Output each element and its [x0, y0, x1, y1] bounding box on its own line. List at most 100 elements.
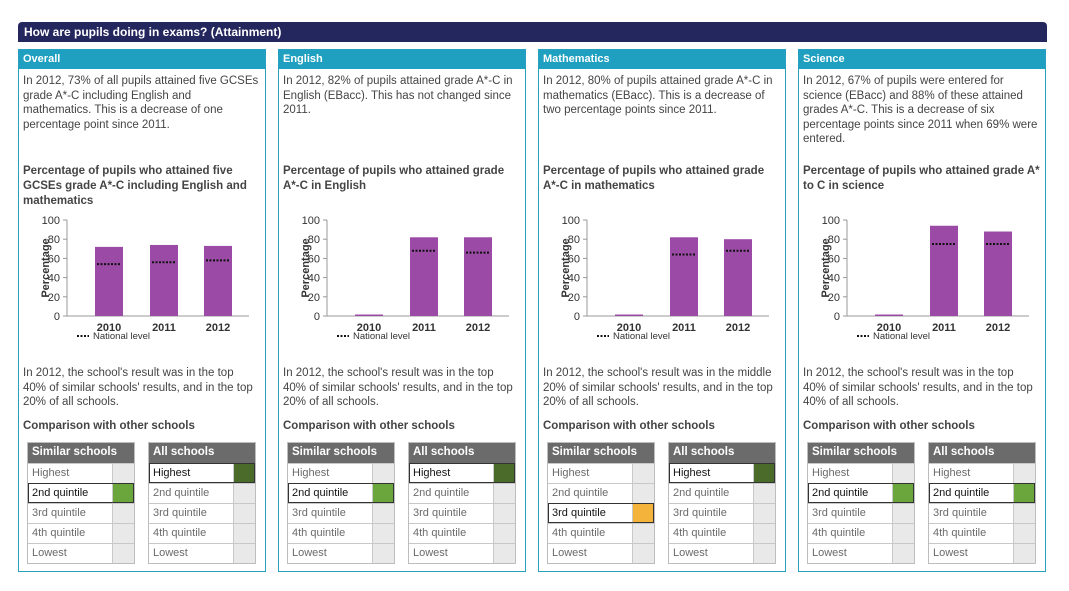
y-tick-label: 80	[828, 234, 840, 246]
quintile-row: Highest	[669, 463, 775, 483]
all-schools-table: All schools Highest 2nd quintile 3rd qui…	[928, 442, 1036, 564]
panel-summary: In 2012, 80% of pupils attained grade A*…	[543, 75, 773, 116]
panel-summary: In 2012, 73% of all pupils attained five…	[23, 75, 259, 131]
quintile-label: 3rd quintile	[812, 507, 866, 519]
chart-title: Percentage of pupils who attained grade …	[543, 165, 765, 192]
quintile-label: Lowest	[413, 547, 448, 559]
bar-2012	[984, 231, 1012, 316]
quintile-label: 2nd quintile	[673, 487, 730, 499]
quintile-row: 3rd quintile	[548, 503, 654, 523]
quintile-label: Highest	[292, 467, 330, 479]
quintile-label: Highest	[32, 467, 70, 479]
table-header: Similar schools	[548, 443, 654, 463]
quintile-label: 3rd quintile	[292, 507, 346, 519]
quintile-row: 4th quintile	[929, 523, 1035, 543]
section-header: How are pupils doing in exams? (Attainme…	[18, 22, 1047, 42]
quintile-row: Highest	[929, 463, 1035, 483]
quintile-row: 3rd quintile	[929, 503, 1035, 523]
bar-2011	[150, 244, 178, 316]
quintile-label: 2nd quintile	[812, 487, 869, 499]
quintile-label: 4th quintile	[812, 527, 866, 539]
y-tick-label: 40	[48, 273, 60, 285]
table-header: All schools	[149, 443, 255, 463]
quintile-marker	[112, 464, 134, 483]
quintile-marker	[493, 524, 515, 543]
quintile-row: Highest	[548, 463, 654, 483]
quintile-row: 2nd quintile	[28, 483, 134, 503]
table-header: All schools	[669, 443, 775, 463]
quintile-marker	[1013, 544, 1035, 563]
quintile-marker	[632, 544, 654, 563]
quintile-label: 2nd quintile	[153, 487, 210, 499]
quintile-label: Lowest	[673, 547, 708, 559]
quintile-label: 2nd quintile	[413, 487, 470, 499]
result-text: In 2012, the school's result was in the …	[803, 367, 1033, 408]
panel-title: Overall	[19, 50, 265, 69]
y-axis-label: Percentage	[300, 238, 312, 297]
quintile-marker	[112, 524, 134, 543]
quintile-row: 3rd quintile	[28, 503, 134, 523]
x-tick-label: 2012	[206, 322, 230, 334]
panel-summary: In 2012, 67% of pupils were entered for …	[803, 75, 1038, 145]
quintile-label: 3rd quintile	[673, 507, 727, 519]
panel-science: Science In 2012, 67% of pupils were ente…	[798, 49, 1046, 572]
similar-schools-table: Similar schools Highest 2nd quintile 3rd…	[807, 442, 915, 564]
bar-2011	[930, 225, 958, 316]
table-header: All schools	[929, 443, 1035, 463]
panel-title: Mathematics	[539, 50, 785, 69]
quintile-row: 3rd quintile	[808, 503, 914, 523]
x-tick-label: 2012	[726, 322, 750, 334]
y-tick-label: 80	[568, 234, 580, 246]
quintile-row: 3rd quintile	[409, 503, 515, 523]
quintile-label: 3rd quintile	[32, 507, 86, 519]
x-tick-label: 2012	[466, 322, 490, 334]
quintile-marker	[892, 524, 914, 543]
quintile-marker	[233, 524, 255, 543]
panel-mathematics: Mathematics In 2012, 80% of pupils attai…	[538, 49, 786, 572]
y-tick-label: 60	[48, 253, 60, 265]
quintile-label: Lowest	[32, 547, 67, 559]
bar-2010	[95, 246, 123, 316]
quintile-label: 3rd quintile	[933, 507, 987, 519]
quintile-marker	[372, 484, 394, 503]
quintile-label: Highest	[413, 467, 451, 479]
quintile-row: Highest	[28, 463, 134, 483]
panel-overall: Overall In 2012, 73% of all pupils attai…	[18, 49, 266, 572]
y-tick-label: 20	[48, 292, 60, 304]
quintile-marker	[892, 504, 914, 523]
table-header: Similar schools	[808, 443, 914, 463]
quintile-row: 4th quintile	[409, 523, 515, 543]
quintile-marker	[632, 464, 654, 483]
quintile-marker	[632, 504, 654, 523]
bar-2011	[670, 237, 698, 316]
quintile-marker	[233, 544, 255, 563]
quintile-label: Lowest	[292, 547, 327, 559]
y-tick-label: 20	[828, 292, 840, 304]
y-tick-label: 0	[314, 311, 320, 323]
x-tick-label: 2010	[97, 322, 121, 334]
quintile-row: Highest	[149, 463, 255, 483]
quintile-row: Highest	[808, 463, 914, 483]
quintile-row: 4th quintile	[548, 523, 654, 543]
quintile-label: 3rd quintile	[413, 507, 467, 519]
bar-2010	[615, 314, 643, 316]
quintile-label: Lowest	[933, 547, 968, 559]
quintile-row: Highest	[288, 463, 394, 483]
bar-chart: 100 80 60 40 20 0 Percentage 2010 2011 2012 Nation…	[300, 215, 509, 342]
quintile-row: 3rd quintile	[149, 503, 255, 523]
quintile-row: Lowest	[149, 543, 255, 563]
table-header: Similar schools	[28, 443, 134, 463]
panel-title: English	[279, 50, 525, 69]
quintile-marker	[493, 484, 515, 503]
quintile-label: 2nd quintile	[552, 487, 609, 499]
similar-schools-table: Similar schools Highest 2nd quintile 3rd…	[547, 442, 655, 564]
result-text: In 2012, the school's result was in the …	[543, 367, 773, 408]
quintile-label: 2nd quintile	[32, 487, 89, 499]
y-tick-label: 60	[568, 253, 580, 265]
quintile-row: Lowest	[288, 543, 394, 563]
result-text: In 2012, the school's result was in the …	[283, 367, 513, 408]
quintile-row: 2nd quintile	[669, 483, 775, 503]
quintile-label: Lowest	[812, 547, 847, 559]
quintile-label: Highest	[933, 467, 971, 479]
similar-schools-table: Similar schools Highest 2nd quintile 3rd…	[27, 442, 135, 564]
